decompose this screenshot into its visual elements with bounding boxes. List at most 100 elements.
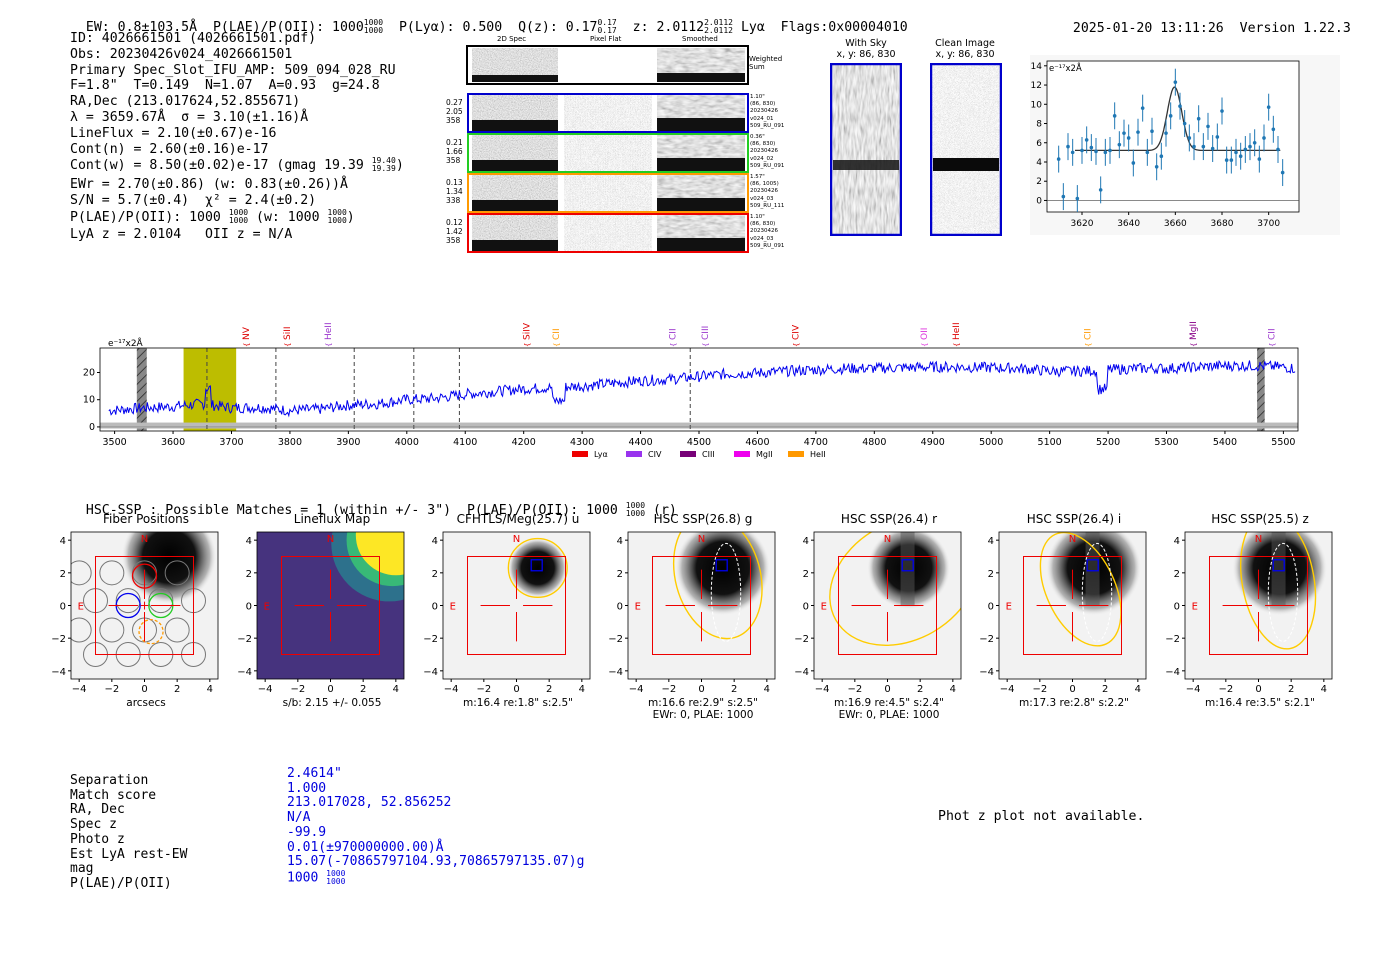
spec-noise-band [100,422,1298,429]
fit-xtick-label: 3620 [1071,219,1094,229]
summary-label: Match score [70,787,157,803]
fit-point [1187,136,1192,140]
aperture-ellipse [829,532,961,646]
fit-point [1168,114,1173,118]
spec-ytick-label: 0 [89,422,95,433]
spec-line-label: CII [669,328,679,340]
spec-legend-swatch [572,451,588,457]
panel-ytick-label: 4 [60,536,66,547]
spec-line-bracket: { [792,343,800,347]
panel-xtick-label: 0 [698,684,704,695]
panel-ytick-label: 4 [432,536,438,547]
aperture-ellipse [507,537,568,599]
fit-ytick-label: 10 [1031,100,1043,110]
spec-line-label: CII [1268,328,1278,340]
cutout-row-info: 1.10" [750,94,765,100]
panel-xtick-label: −2 [104,684,119,695]
withsky-title: With Sky x, y: 86, 830 [836,38,896,60]
cutout-row-value: 358 [446,116,461,125]
hsc-panel-xlabel: m:16.4 re:1.8" s:2.5" [463,697,573,709]
fiber-circle [71,560,92,586]
match-ellipse [1267,542,1299,642]
spec-legend-label: CIII [702,450,715,459]
aperture-ellipse [1039,532,1122,647]
panel-ytick-label: −4 [51,667,66,678]
cutout-pixelflat [564,215,652,251]
fit-point [1108,148,1112,153]
fit-point [1210,146,1215,151]
spec-xtick-label: 5500 [1271,437,1295,448]
weighted-sum-label: Weighted Sum [749,55,783,71]
fit-point [1080,148,1084,153]
panel-xtick-label: 2 [1102,684,1108,695]
fit-point [1061,194,1066,199]
info-sn: S/N = 5.7(±0.4) χ² = 2.4(±0.2) [70,193,317,209]
galaxy-blob [674,532,771,616]
fit-point [1131,161,1136,165]
hsc-panel-title: HSC SSP(26.4) i [1026,512,1122,526]
cutout-row-frame [467,133,749,173]
cutout-row-info: 20230426 [750,108,778,115]
panel-ytick-label: 0 [803,602,809,613]
match-box [530,559,543,572]
spec-flux-line [108,359,1296,418]
info-lya: LyA z = 2.0104 OII z = N/A [70,226,293,242]
header-bar: EW: 0.8±103.5Å P(LAE)/P(OII): 1000 1000 10… [70,3,908,36]
fit-xtick-label: 3680 [1211,219,1234,229]
fit-ytick-label: 0 [1036,196,1042,206]
spec-line-bracket: { [553,343,561,347]
cutout-row-frame [467,93,749,133]
spec-legend-swatch [734,451,750,457]
fit-ytick-label: 8 [1036,120,1042,130]
panel-xtick-label: −4 [629,684,644,695]
hsc-panel-z: N E −4 −4 −2 −2 0 0 2 2 4 4 [1165,531,1333,695]
cutout-row-info: (86, 830) [750,101,776,108]
hsc-panel-r: N E −4 −4 −2 −2 0 0 2 2 4 4 [794,531,962,695]
spec-xtick-label: 5100 [1038,437,1062,448]
fit-plot-frame [1046,60,1300,213]
header-version: Version 1.22.3 [1239,20,1351,36]
spec-line-bracket: { [284,343,292,347]
fit-point [1192,144,1196,149]
spec-line-bracket: { [1190,343,1198,347]
panel-xtick-label: −4 [815,684,830,695]
summary-value: -99.9 [287,824,327,840]
cutout-row-value: 0.21 [446,138,463,147]
spec-xtick-label: 4700 [804,437,828,448]
hsc-panel-title: HSC SSP(26.8) g [653,512,753,526]
fit-ytick-label: 4 [1036,158,1042,168]
compass-e: E [1006,602,1012,613]
compass-e: E [264,602,270,613]
cutout-2dspec-trace [472,160,558,171]
cutout-row-info: (86, 830) [750,141,776,148]
compass-e: E [450,602,456,613]
cutout-row-frame [467,173,749,213]
spec-xtick-label: 3600 [161,437,185,448]
spec-xtick-label: 4800 [862,437,886,448]
fit-point [1098,188,1103,192]
spec-legend-swatch [626,451,642,457]
cutout-row-value: 1.42 [446,227,463,236]
spec-xtick-label: 4000 [395,437,419,448]
fit-point [1229,158,1234,162]
hsc-panel-title: HSC SSP(26.4) r [840,512,938,526]
fit-point [1056,157,1061,161]
aperture-ellipse [672,532,763,640]
panel-xtick-label: 4 [1321,684,1327,695]
spec-line-bracket: { [670,343,678,347]
panel-xtick-label: 2 [174,684,180,695]
panel-xtick-label: 0 [1069,684,1075,695]
info-fparams: F=1.8" T=0.149 N=1.07 A=0.93 g=24.8 [70,78,380,94]
cutout-2dspec-trace [472,200,558,211]
panel-ytick-label: −4 [608,667,623,678]
fit-point [1094,149,1098,154]
cutout-row-info: 0.36" [750,134,765,140]
fiber-circle [148,588,174,614]
panel-ytick-label: 0 [617,602,623,613]
fit-xtick-label: 3660 [1164,219,1187,229]
fiber-circle [99,560,125,586]
fit-point [1262,136,1266,140]
spec-line-bracket: { [325,343,333,347]
panel-ytick-label: 4 [1174,536,1180,547]
spec-line-label: CII [552,328,562,340]
